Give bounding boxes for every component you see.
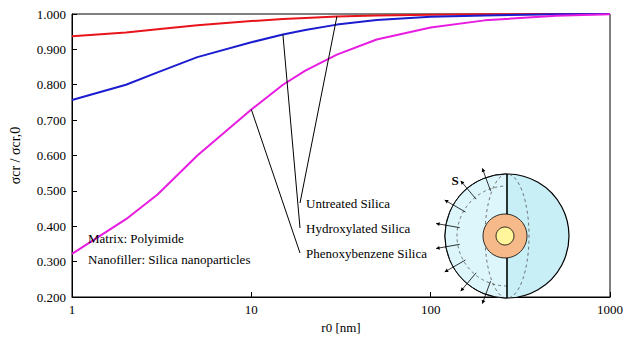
svg-text:1000: 1000 — [597, 302, 623, 317]
svg-text:0.600: 0.600 — [37, 148, 66, 163]
svg-text:0.900: 0.900 — [37, 42, 66, 57]
svg-text:0.700: 0.700 — [37, 113, 66, 128]
svg-text:0.400: 0.400 — [37, 219, 66, 234]
svg-text:Hydroxylated Silica: Hydroxylated Silica — [306, 221, 411, 236]
svg-text:Matrix: Polyimide: Matrix: Polyimide — [88, 231, 184, 246]
svg-text:0.500: 0.500 — [37, 183, 66, 198]
svg-text:0.200: 0.200 — [37, 290, 66, 305]
svg-text:0.300: 0.300 — [37, 254, 66, 269]
svg-text:1: 1 — [69, 302, 76, 317]
svg-text:S: S — [451, 173, 458, 188]
svg-text:Untreated Silica: Untreated Silica — [306, 196, 390, 211]
svg-text:0.800: 0.800 — [37, 77, 66, 92]
svg-text:σcr / σcr,0: σcr / σcr,0 — [8, 127, 23, 185]
svg-text:Nanofiller: Silica nanoparticl: Nanofiller: Silica nanoparticles — [88, 252, 250, 267]
svg-text:Phenoxybenzene Silica: Phenoxybenzene Silica — [306, 246, 427, 261]
svg-text:1.000: 1.000 — [37, 7, 66, 22]
svg-text:r0 [nm]: r0 [nm] — [321, 320, 360, 335]
svg-text:100: 100 — [421, 302, 441, 317]
svg-text:10: 10 — [245, 302, 258, 317]
